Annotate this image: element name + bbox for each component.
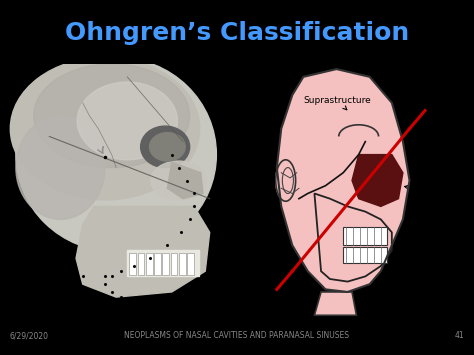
- Bar: [343, 227, 387, 245]
- Polygon shape: [167, 162, 203, 199]
- Ellipse shape: [149, 132, 185, 161]
- Polygon shape: [352, 155, 403, 207]
- Bar: [171, 253, 177, 275]
- Polygon shape: [76, 207, 210, 297]
- Text: Suprastructure: Suprastructure: [303, 96, 371, 110]
- Bar: [138, 253, 145, 275]
- Text: 6/29/2020: 6/29/2020: [9, 331, 48, 340]
- Ellipse shape: [16, 58, 216, 252]
- Text: NEOPLASMS OF NASAL CAVITIES AND PARANASAL SINUSES: NEOPLASMS OF NASAL CAVITIES AND PARANASA…: [125, 331, 349, 340]
- Ellipse shape: [151, 161, 206, 200]
- Ellipse shape: [10, 58, 200, 200]
- Ellipse shape: [34, 64, 190, 168]
- Bar: [129, 253, 136, 275]
- Ellipse shape: [77, 82, 177, 160]
- Bar: [154, 253, 161, 275]
- Polygon shape: [365, 155, 399, 204]
- Polygon shape: [277, 69, 410, 292]
- Bar: [179, 253, 186, 275]
- Polygon shape: [314, 292, 356, 315]
- Bar: [187, 253, 194, 275]
- Bar: [343, 247, 387, 263]
- Text: Infrastructure: Infrastructure: [416, 184, 474, 193]
- Ellipse shape: [16, 116, 105, 219]
- Ellipse shape: [276, 160, 296, 201]
- Bar: [163, 253, 169, 275]
- Ellipse shape: [141, 126, 190, 168]
- Text: Ohngren’s
line: Ohngren’s line: [416, 127, 460, 146]
- Text: Ohngren’s Classification: Ohngren’s Classification: [65, 21, 409, 45]
- Bar: [127, 251, 199, 277]
- Text: 41: 41: [455, 331, 465, 340]
- Bar: [146, 253, 153, 275]
